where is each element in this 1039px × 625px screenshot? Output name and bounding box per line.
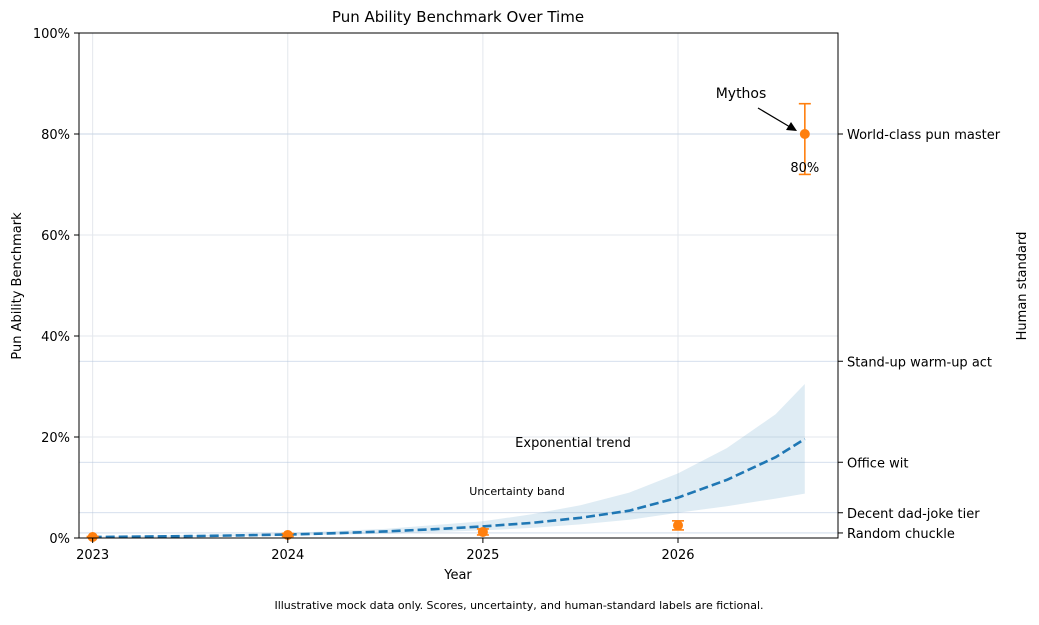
- y-tick-label-3: 60%: [41, 229, 70, 244]
- x-axis-label: Year: [443, 568, 472, 583]
- y-tick-label-0: 0%: [49, 532, 70, 547]
- right-tick-label-0: World-class pun master: [847, 128, 1001, 143]
- x-tick-label-2025: 2025: [466, 548, 499, 563]
- data-point-3: [673, 520, 684, 531]
- right-axis-label: Human standard: [1015, 232, 1030, 341]
- y-tick-label-2: 40%: [41, 330, 70, 345]
- x-tick-label-2023: 2023: [76, 548, 109, 563]
- trend-line: [92, 437, 806, 539]
- uncertainty-band: [92, 384, 805, 538]
- data-point-1: [282, 529, 293, 540]
- right-tick-label-4: Random chuckle: [847, 527, 955, 542]
- data-point-2: [477, 526, 488, 537]
- y-tick-label-5: 100%: [33, 27, 70, 42]
- y-tick-label-4: 80%: [41, 128, 70, 143]
- footnote: Illustrative mock data only. Scores, unc…: [274, 599, 763, 612]
- right-tick-label-1: Stand-up warm-up act: [847, 355, 992, 370]
- chart-title: Pun Ability Benchmark Over Time: [332, 8, 584, 26]
- mythos-annotation: Mythos: [716, 86, 767, 102]
- plot-frame: [78, 32, 839, 539]
- human-standard-lines: [79, 133, 838, 534]
- data-points: 80%: [86, 102, 819, 542]
- trend-label: Exponential trend: [515, 436, 631, 451]
- right-tick-label-3: Decent dad-joke tier: [847, 507, 980, 522]
- mythos-arrow-line: [757, 107, 791, 128]
- y-axis-ticks: 0% 20% 40% 60% 80% 100%: [33, 27, 79, 547]
- point-label-4: 80%: [790, 161, 819, 176]
- right-axis-ticks: World-class pun master Stand-up warm-up a…: [838, 128, 1001, 542]
- mythos-arrow-head: [786, 122, 797, 131]
- band-label: Uncertainty band: [469, 485, 564, 498]
- data-point-0: [87, 531, 98, 542]
- data-point-4: [799, 129, 810, 139]
- x-axis-ticks: 2023 2024 2025 2026: [76, 538, 695, 563]
- x-tick-label-2026: 2026: [661, 548, 694, 563]
- y-axis-label: Pun Ability Benchmark: [10, 212, 25, 360]
- right-tick-label-2: Office wit: [847, 456, 908, 471]
- x-tick-label-2024: 2024: [271, 548, 304, 563]
- y-tick-label-1: 20%: [41, 431, 70, 446]
